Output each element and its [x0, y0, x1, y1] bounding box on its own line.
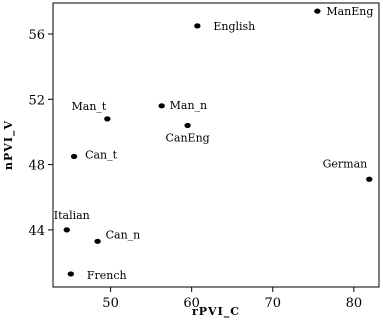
point-label: Man_t: [72, 100, 107, 113]
point-label: CanEng: [166, 131, 210, 144]
data-point: [70, 153, 78, 160]
x-tick-label: 70: [264, 296, 281, 311]
point-label: French: [87, 269, 127, 282]
data-point: [184, 122, 191, 129]
x-axis-title: rPVI_C: [192, 305, 240, 319]
data-point: [63, 227, 70, 233]
data-point: [366, 176, 373, 182]
point-label: German: [323, 157, 368, 170]
y-tick-label: 44: [28, 224, 45, 239]
point-label: English: [213, 20, 255, 33]
point-label: ManEng: [326, 5, 373, 18]
point-label: Can_t: [85, 148, 118, 161]
y-tick-label: 52: [28, 93, 45, 108]
y-tick-label: 48: [28, 159, 45, 174]
data-point: [94, 238, 101, 244]
point-label: Italian: [54, 209, 90, 222]
x-tick-label: 80: [346, 296, 363, 311]
point-labels: ManEng English Man_n Man_t CanEng Can_t German…: [54, 5, 374, 282]
data-point: [104, 116, 111, 122]
y-axis-title: nPVI_V: [2, 120, 16, 170]
data-point: [158, 103, 165, 109]
point-label: Can_n: [106, 228, 141, 241]
axis-ticks: 50 60 70 80 44 48 52 56: [28, 28, 362, 311]
data-points: [63, 8, 373, 277]
x-tick-label: 50: [102, 296, 119, 311]
y-tick-label: 56: [28, 28, 45, 43]
data-point: [67, 271, 75, 277]
plot-frame: [52, 2, 380, 288]
point-label: Man_n: [170, 99, 208, 112]
x-tick-label: 60: [183, 296, 200, 311]
data-point: [314, 8, 321, 14]
data-point: [194, 23, 201, 29]
